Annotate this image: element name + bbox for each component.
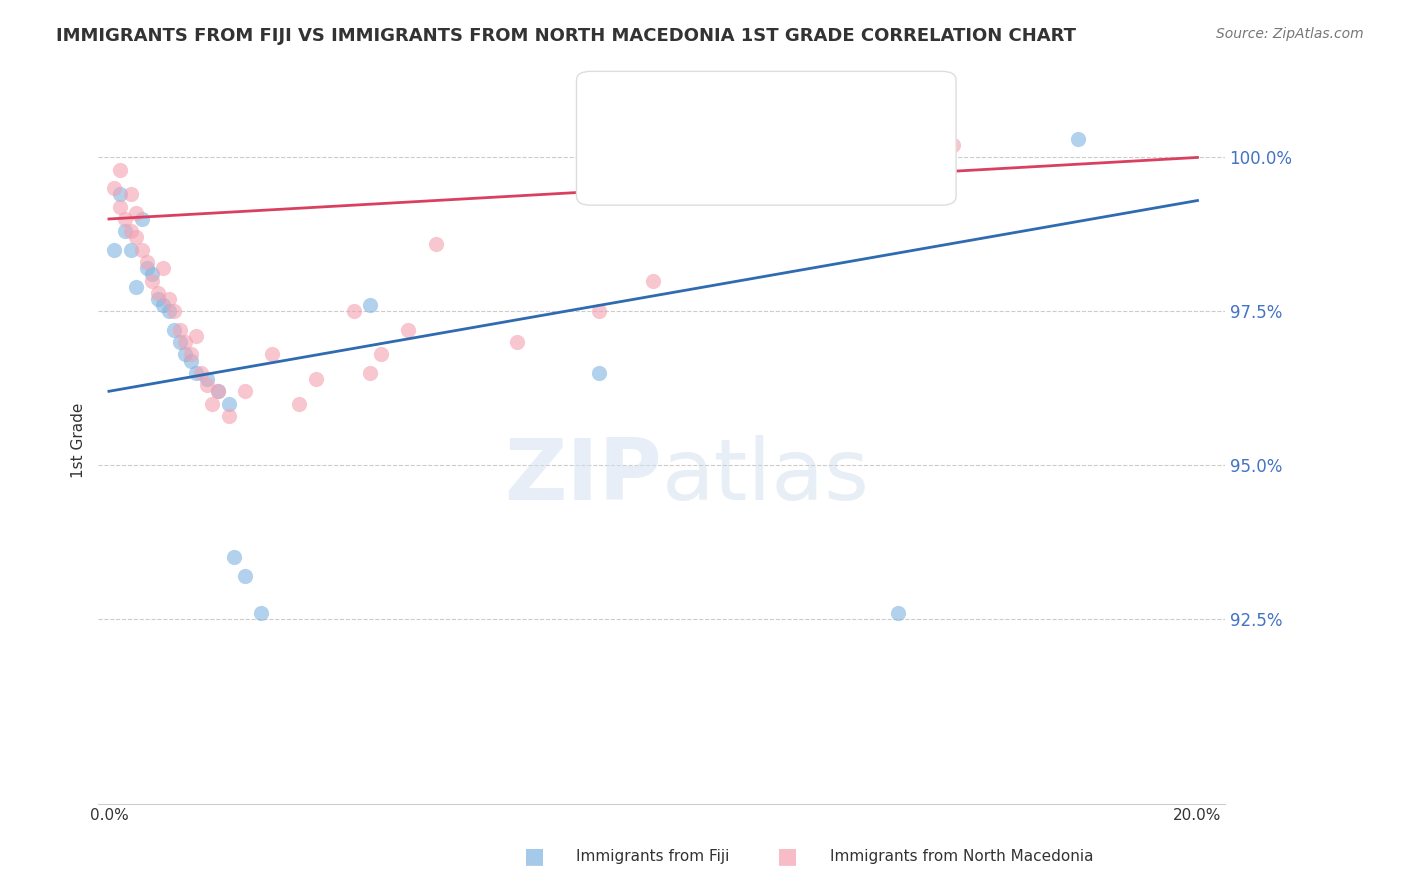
Immigrants from North Macedonia [157,292,180,306]
Text: Source: ZipAtlas.com: Source: ZipAtlas.com [1216,27,1364,41]
Immigrants from North Macedonia [207,384,229,399]
Text: N =: N = [752,161,789,178]
Immigrants from North Macedonia [180,347,202,361]
Immigrants from North Macedonia [506,334,529,349]
Immigrants from North Macedonia [425,236,447,251]
Immigrants from Fiji [224,550,246,565]
Immigrants from Fiji [120,243,142,257]
Immigrants from North Macedonia [288,396,311,410]
Immigrants from North Macedonia [120,187,142,202]
Immigrants from North Macedonia [108,200,131,214]
Text: N =: N = [752,120,789,138]
Immigrants from North Macedonia [370,347,392,361]
Immigrants from Fiji [180,353,202,368]
Text: ■: ■ [605,165,626,185]
Y-axis label: 1st Grade: 1st Grade [72,403,86,478]
Text: Immigrants from Fiji: Immigrants from Fiji [576,849,730,863]
Immigrants from Fiji [125,279,148,293]
Text: ZIP: ZIP [503,435,661,518]
Immigrants from North Macedonia [163,304,186,318]
Immigrants from Fiji [169,334,191,349]
Immigrants from Fiji [1067,132,1090,146]
Immigrants from Fiji [588,366,610,380]
Immigrants from Fiji [218,396,240,410]
Immigrants from Fiji [114,224,136,238]
Immigrants from North Macedonia [396,323,419,337]
Immigrants from Fiji [108,187,131,202]
Immigrants from North Macedonia [125,230,148,244]
Immigrants from North Macedonia [359,366,381,380]
Text: Immigrants from North Macedonia: Immigrants from North Macedonia [830,849,1092,863]
Text: R =: R = [633,161,669,178]
Immigrants from North Macedonia [643,273,665,287]
Immigrants from Fiji [136,261,159,276]
Text: IMMIGRANTS FROM FIJI VS IMMIGRANTS FROM NORTH MACEDONIA 1ST GRADE CORRELATION CH: IMMIGRANTS FROM FIJI VS IMMIGRANTS FROM … [56,27,1076,45]
Text: 38: 38 [799,161,821,178]
Text: 0.221: 0.221 [682,161,734,178]
Immigrants from North Macedonia [218,409,240,423]
Immigrants from Fiji [146,292,169,306]
Immigrants from North Macedonia [152,261,174,276]
Immigrants from North Macedonia [103,181,125,195]
Immigrants from North Macedonia [174,334,197,349]
Text: R =: R = [633,120,669,138]
Immigrants from North Macedonia [114,211,136,226]
Immigrants from North Macedonia [131,243,153,257]
Immigrants from North Macedonia [184,329,207,343]
Text: ■: ■ [524,847,544,866]
Immigrants from North Macedonia [942,138,965,153]
Immigrants from North Macedonia [343,304,366,318]
Immigrants from North Macedonia [195,378,218,392]
Immigrants from North Macedonia [141,273,163,287]
Immigrants from Fiji [887,606,910,620]
Text: ■: ■ [778,847,797,866]
Text: 0.228: 0.228 [682,120,734,138]
Text: ■: ■ [605,125,626,145]
Immigrants from Fiji [359,298,381,312]
Immigrants from Fiji [233,569,256,583]
Immigrants from North Macedonia [136,255,159,269]
Immigrants from Fiji [103,243,125,257]
Immigrants from North Macedonia [588,304,610,318]
Immigrants from North Macedonia [190,366,212,380]
Immigrants from Fiji [250,606,273,620]
Immigrants from Fiji [174,347,197,361]
Immigrants from North Macedonia [169,323,191,337]
Immigrants from North Macedonia [233,384,256,399]
Immigrants from North Macedonia [201,396,224,410]
Immigrants from Fiji [184,366,207,380]
Text: 26: 26 [799,120,821,138]
Immigrants from Fiji [141,268,163,282]
Immigrants from Fiji [131,211,153,226]
Text: atlas: atlas [661,435,869,518]
Immigrants from Fiji [152,298,174,312]
Immigrants from Fiji [195,372,218,386]
Immigrants from North Macedonia [859,181,882,195]
Immigrants from North Macedonia [125,206,148,220]
Immigrants from North Macedonia [146,285,169,300]
Immigrants from North Macedonia [120,224,142,238]
Immigrants from North Macedonia [305,372,328,386]
Immigrants from Fiji [207,384,229,399]
Immigrants from North Macedonia [262,347,284,361]
Immigrants from Fiji [157,304,180,318]
Immigrants from North Macedonia [108,162,131,177]
Immigrants from Fiji [163,323,186,337]
